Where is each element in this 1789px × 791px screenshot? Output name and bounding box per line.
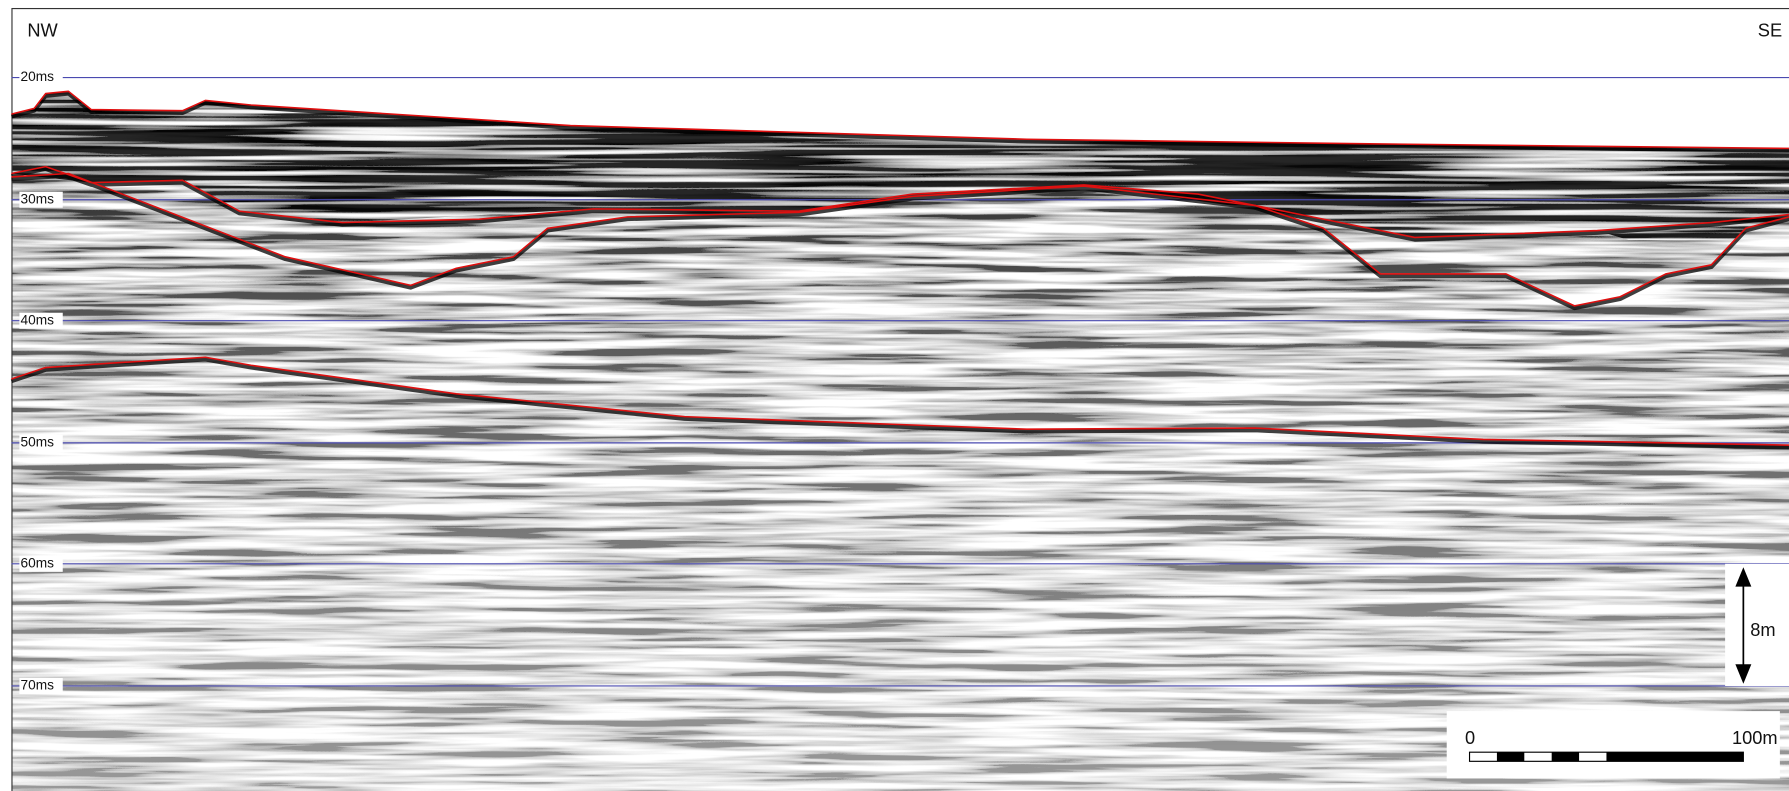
scale-segment bbox=[1552, 752, 1579, 761]
scale-start: 0 bbox=[1465, 727, 1475, 748]
time-label: 60ms bbox=[21, 555, 55, 570]
vertical-scale: 8m bbox=[1725, 564, 1789, 686]
scale-end: 100m bbox=[1732, 727, 1778, 748]
time-label: 70ms bbox=[21, 678, 55, 693]
scale-box bbox=[1447, 711, 1780, 778]
scale-segment bbox=[1497, 752, 1524, 761]
orientation-label: NW bbox=[27, 20, 58, 41]
time-label: 50ms bbox=[21, 434, 55, 449]
scale-label: 8m bbox=[1750, 619, 1775, 640]
horizontal-scale: 0 100m bbox=[1447, 711, 1780, 778]
time-label: 30ms bbox=[21, 191, 55, 206]
orientation-label: SE bbox=[1758, 20, 1782, 41]
seismic-profile: NW SE 20ms 30ms 40ms 50ms 60ms 70ms 8m 0… bbox=[0, 0, 1789, 791]
scale-segment bbox=[1606, 752, 1743, 761]
seismic-data bbox=[11, 80, 1789, 791]
time-label: 40ms bbox=[21, 312, 55, 327]
time-label: 20ms bbox=[21, 69, 55, 84]
